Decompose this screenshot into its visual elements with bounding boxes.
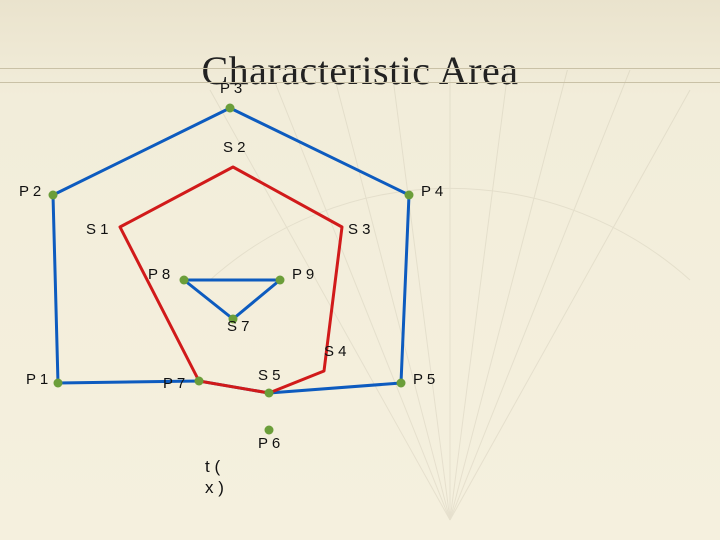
point-p2 <box>49 191 58 200</box>
function-label: t ( x ) <box>205 456 224 499</box>
label-p1: P 1 <box>26 371 48 388</box>
slide-title: Characteristic Area <box>0 47 720 94</box>
point-p9 <box>276 276 285 285</box>
label-p6: P 6 <box>258 435 280 452</box>
point-p4 <box>405 191 414 200</box>
label-p4: P 4 <box>421 183 443 200</box>
label-p9: P 9 <box>292 266 314 283</box>
background-fan <box>190 70 710 530</box>
label-s4: S 4 <box>324 343 347 360</box>
point-p7 <box>195 377 204 386</box>
title-rule-top <box>0 68 720 69</box>
label-p5: P 5 <box>413 371 435 388</box>
point-p6 <box>265 426 274 435</box>
point-p1 <box>54 379 63 388</box>
label-p3: P 3 <box>220 80 242 97</box>
label-s3: S 3 <box>348 221 371 238</box>
label-p7: P 7 <box>163 375 185 392</box>
point-p8 <box>180 276 189 285</box>
label-s2: S 2 <box>223 139 246 156</box>
point-p5 <box>397 379 406 388</box>
point-s5 <box>265 389 274 398</box>
label-s7: S 7 <box>227 318 250 335</box>
label-p2: P 2 <box>19 183 41 200</box>
point-p3 <box>226 104 235 113</box>
slide-stage: Characteristic Area P 1 P 2 P 3 P 4 P 5 P 6 P … <box>0 0 720 540</box>
title-rule-bot <box>0 82 720 83</box>
label-s1: S 1 <box>86 221 109 238</box>
label-p8: P 8 <box>148 266 170 283</box>
label-s5: S 5 <box>258 367 281 384</box>
